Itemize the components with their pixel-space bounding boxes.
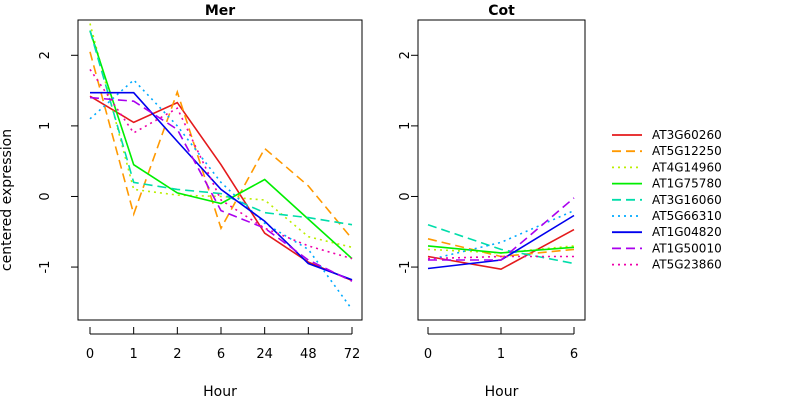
y-tick-label: 2 [398, 51, 413, 59]
x-tick-label: 6 [217, 347, 225, 362]
series-line-at1g50010 [89, 96, 353, 282]
plot-frame [77, 19, 363, 321]
series-line-at5g23860 [427, 255, 574, 260]
x-tick-label: 0 [424, 347, 432, 362]
x-tick-label: 0 [86, 347, 94, 362]
x-tick-label: 48 [300, 347, 317, 362]
panel-cot: Cot -1 0 1 2 0 1 6 Hour [398, 3, 586, 400]
legend-label: AT5G23860 [652, 258, 722, 272]
series-line-at3g60260 [427, 228, 575, 271]
series-line-at5g66310 [427, 209, 575, 261]
panel-title: Mer [205, 3, 235, 19]
series-line-at5g23860 [89, 68, 353, 260]
y-tick-label: 2 [38, 51, 53, 59]
series-line-at4g14960 [89, 23, 353, 249]
series-line-at1g04820 [90, 91, 353, 281]
plot-frame [417, 19, 586, 321]
legend-label: AT1G04820 [652, 225, 722, 239]
series-line-at1g75780 [427, 245, 575, 254]
legend-label: AT1G50010 [652, 241, 722, 255]
y-tick-label: 0 [398, 192, 413, 200]
panel-mer: Mer -1 0 1 2 0 1 2 6 24 48 72 Hour [38, 3, 363, 400]
legend-label: AT3G60260 [652, 128, 722, 142]
series-line-at1g50010 [428, 197, 575, 261]
series-line-at3g60260 [89, 95, 353, 282]
x-tick-label: 1 [130, 347, 138, 362]
x-tick-label: 72 [344, 347, 361, 362]
x-tick-label: 1 [497, 347, 505, 362]
legend: AT3G60260 AT5G12250 AT4G14960 AT1G75780 AT3G… [612, 128, 722, 272]
legend-label: AT4G14960 [652, 160, 722, 174]
panel-title: Cot [488, 3, 515, 19]
legend-label: AT3G16060 [652, 193, 722, 207]
x-tick-label: 6 [570, 347, 578, 362]
y-tick-label: 1 [38, 122, 53, 130]
legend-label: AT5G12250 [652, 144, 722, 158]
series-line-at5g66310 [89, 78, 353, 310]
shared-y-axis-label: centered expression [0, 129, 15, 271]
y-tick-label: -1 [398, 261, 413, 274]
x-tick-label: 24 [256, 347, 273, 362]
legend-label: AT5G66310 [652, 209, 722, 223]
x-tick-label: 2 [173, 347, 181, 362]
x-axis-label: Hour [203, 384, 237, 400]
series-line-at5g12250 [89, 51, 353, 240]
y-tick-label: 1 [398, 122, 413, 130]
legend-label: AT1G75780 [652, 177, 722, 191]
series-line-at3g16060 [427, 223, 575, 265]
x-axis-label: Hour [485, 384, 519, 400]
y-tick-label: -1 [38, 261, 53, 274]
y-tick-label: 0 [38, 192, 53, 200]
series-line-at1g75780 [89, 30, 353, 260]
series-line-at3g16060 [89, 30, 353, 226]
